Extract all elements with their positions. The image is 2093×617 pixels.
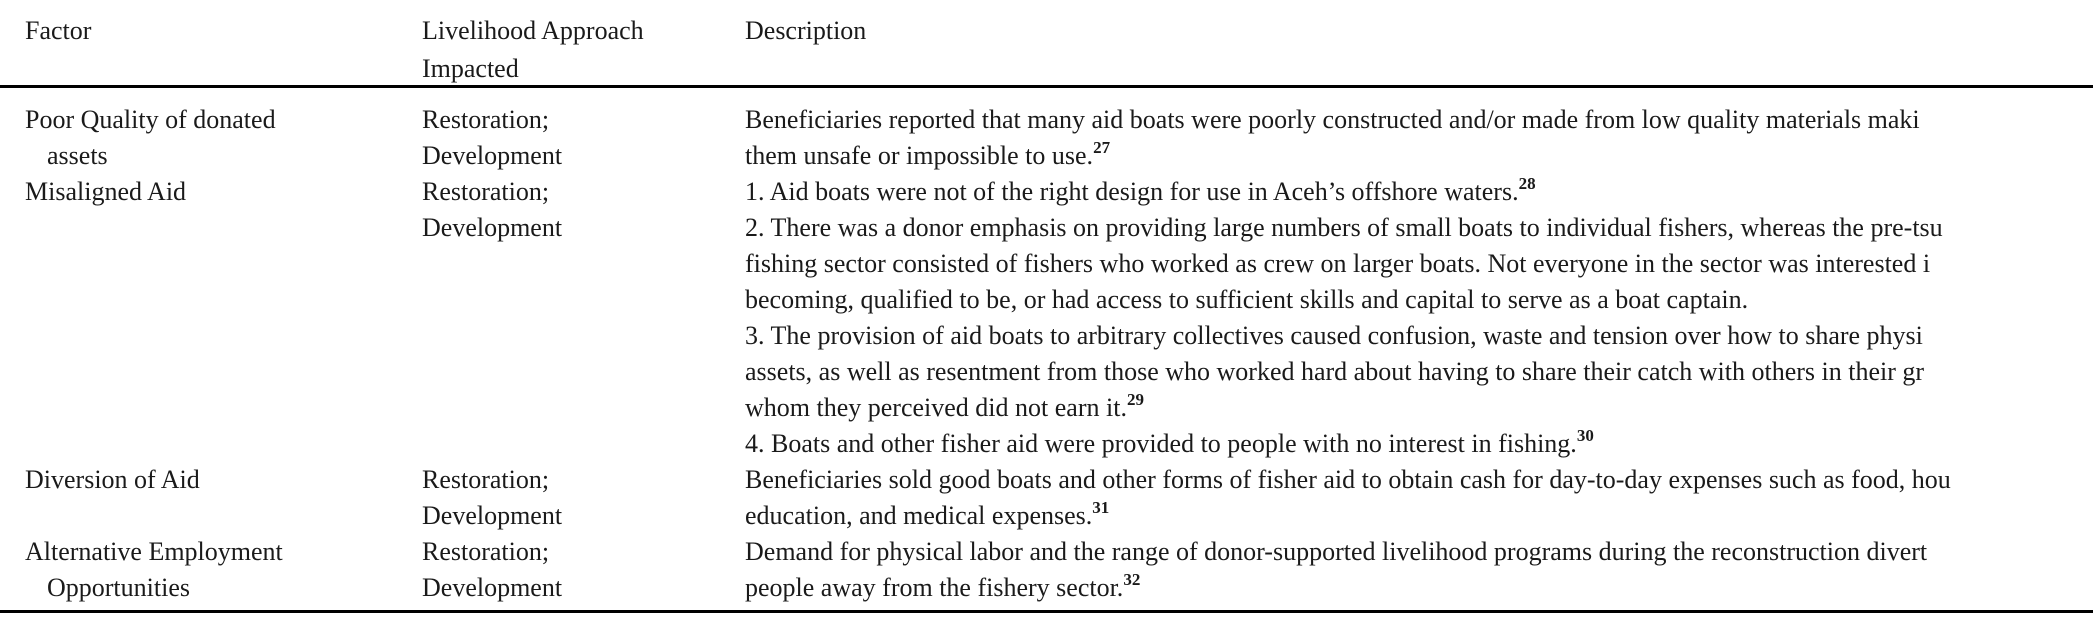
table-header-row: Factor Livelihood Approach Impacted Desc… bbox=[0, 0, 2093, 88]
description-text-line: 1. Aid boats were not of the right desig… bbox=[745, 174, 1536, 206]
footnote-ref: 27 bbox=[1093, 138, 1111, 158]
description-text-line: fishing sector consisted of fishers who … bbox=[745, 249, 1931, 278]
factor-text-line: Alternative Employment bbox=[25, 537, 283, 566]
approach-cell: Restoration; Development bbox=[422, 174, 745, 246]
header-factor-label: Factor bbox=[25, 16, 92, 45]
description-text-line: becoming, qualified to be, or had access… bbox=[745, 285, 1749, 314]
header-approach-label-line1: Livelihood Approach bbox=[422, 16, 644, 45]
footnote-ref: 32 bbox=[1123, 570, 1141, 590]
approach-cell: Restoration; Development bbox=[422, 102, 745, 174]
description-cell: Beneficiaries reported that many aid boa… bbox=[745, 102, 2093, 174]
approach-text-line: Development bbox=[422, 213, 563, 242]
footnote-ref: 30 bbox=[1576, 426, 1594, 446]
approach-text-line: Development bbox=[422, 573, 563, 602]
description-text-line: whom they perceived did not earn it.29 bbox=[745, 390, 1144, 422]
description-text-line: 2. There was a donor emphasis on providi… bbox=[745, 213, 1943, 242]
table-row: Poor Quality of donated assets Restoration… bbox=[25, 102, 2093, 174]
description-text-line: Beneficiaries reported that many aid boa… bbox=[745, 105, 1920, 134]
approach-text-line: Restoration; bbox=[422, 177, 550, 206]
approach-text-line: Development bbox=[422, 141, 563, 170]
factor-text-line: Misaligned Aid bbox=[25, 177, 187, 206]
factor-cell: Misaligned Aid bbox=[25, 174, 422, 210]
footnote-ref: 29 bbox=[1126, 390, 1144, 410]
footnote-ref: 28 bbox=[1518, 174, 1536, 194]
description-text-line: 3. The provision of aid boats to arbitra… bbox=[745, 321, 1923, 350]
approach-text-line: Restoration; bbox=[422, 537, 550, 566]
approach-text-line: Restoration; bbox=[422, 465, 550, 494]
header-description-cell: Description bbox=[745, 12, 2093, 50]
factor-text-line: Diversion of Aid bbox=[25, 465, 200, 494]
factor-cell: Poor Quality of donated assets bbox=[25, 102, 422, 174]
header-description-label: Description bbox=[745, 16, 867, 45]
description-text-line: Beneficiaries sold good boats and other … bbox=[745, 465, 1951, 494]
description-cell: 1. Aid boats were not of the right desig… bbox=[745, 174, 2093, 462]
approach-text-line: Restoration; bbox=[422, 105, 550, 134]
description-text-line: them unsafe or impossible to use.27 bbox=[745, 138, 1111, 170]
description-text-line: Demand for physical labor and the range … bbox=[745, 537, 1928, 566]
table-row: Diversion of Aid Restoration; Development B… bbox=[25, 462, 2093, 534]
header-approach-cell: Livelihood Approach Impacted bbox=[422, 12, 745, 88]
header-approach-label-line2: Impacted bbox=[422, 54, 519, 83]
factor-text-line: Opportunities bbox=[47, 573, 190, 602]
table-body: Poor Quality of donated assets Restoration… bbox=[0, 88, 2093, 613]
header-factor-cell: Factor bbox=[25, 12, 422, 50]
description-cell: Demand for physical labor and the range … bbox=[745, 534, 2093, 606]
table-row: Alternative Employment Opportunities Resto… bbox=[25, 534, 2093, 606]
description-text-line: 4. Boats and other fisher aid were provi… bbox=[745, 426, 1594, 458]
description-text-line: education, and medical expenses.31 bbox=[745, 498, 1110, 530]
factor-text-line: assets bbox=[47, 141, 108, 170]
description-text-line: assets, as well as resentment from those… bbox=[745, 357, 1925, 386]
footnote-ref: 31 bbox=[1092, 498, 1110, 518]
approach-text-line: Development bbox=[422, 501, 563, 530]
factor-text-line: Poor Quality of donated bbox=[25, 105, 276, 134]
description-cell: Beneficiaries sold good boats and other … bbox=[745, 462, 2093, 534]
factor-cell: Diversion of Aid bbox=[25, 462, 422, 498]
approach-cell: Restoration; Development bbox=[422, 534, 745, 606]
factor-cell: Alternative Employment Opportunities bbox=[25, 534, 422, 606]
description-text-line: people away from the fishery sector.32 bbox=[745, 570, 1141, 602]
table-row: Misaligned Aid Restoration; Development 1. … bbox=[25, 174, 2093, 462]
approach-cell: Restoration; Development bbox=[422, 462, 745, 534]
